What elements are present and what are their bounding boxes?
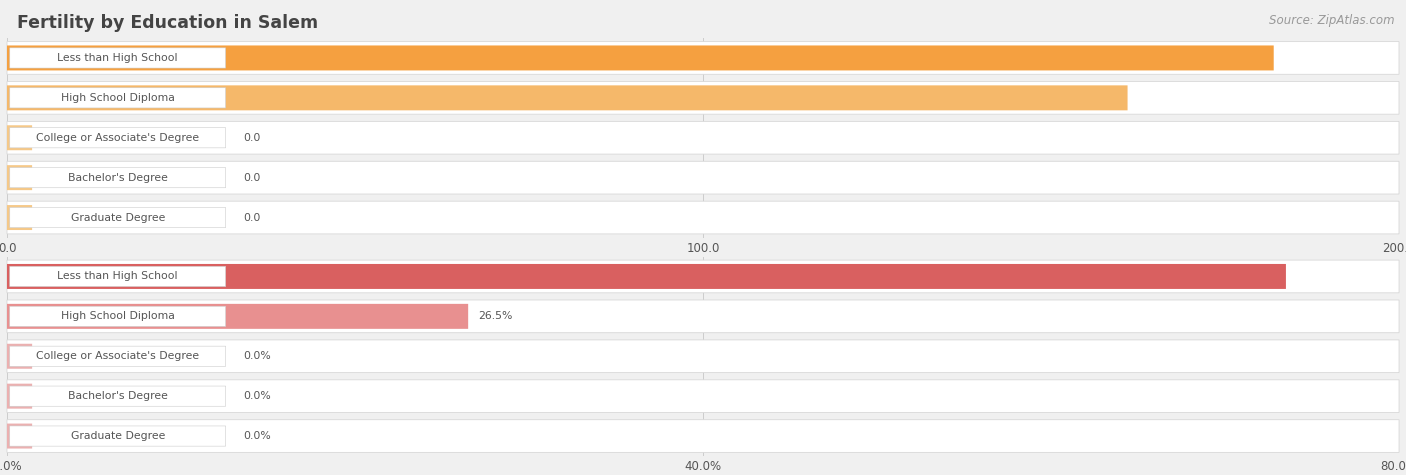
Text: 182.0: 182.0 <box>1284 53 1315 63</box>
FancyBboxPatch shape <box>7 304 468 329</box>
Text: Bachelor's Degree: Bachelor's Degree <box>67 391 167 401</box>
FancyBboxPatch shape <box>7 165 32 190</box>
FancyBboxPatch shape <box>7 205 32 230</box>
FancyBboxPatch shape <box>7 125 32 150</box>
Text: 0.0%: 0.0% <box>243 431 271 441</box>
Text: Fertility by Education in Salem: Fertility by Education in Salem <box>17 14 318 32</box>
FancyBboxPatch shape <box>7 162 1399 194</box>
FancyBboxPatch shape <box>10 128 225 148</box>
FancyBboxPatch shape <box>7 42 1399 74</box>
Text: Less than High School: Less than High School <box>58 53 179 63</box>
FancyBboxPatch shape <box>10 266 225 286</box>
FancyBboxPatch shape <box>10 426 225 446</box>
FancyBboxPatch shape <box>10 386 225 406</box>
Text: 161.0: 161.0 <box>1137 93 1168 103</box>
FancyBboxPatch shape <box>7 420 1399 452</box>
Text: College or Associate's Degree: College or Associate's Degree <box>37 133 200 143</box>
FancyBboxPatch shape <box>7 122 1399 154</box>
Text: High School Diploma: High School Diploma <box>60 311 174 322</box>
Text: Less than High School: Less than High School <box>58 271 179 282</box>
Text: Bachelor's Degree: Bachelor's Degree <box>67 172 167 183</box>
Text: 0.0: 0.0 <box>243 172 262 183</box>
FancyBboxPatch shape <box>7 260 1399 293</box>
FancyBboxPatch shape <box>7 424 32 448</box>
Text: 0.0%: 0.0% <box>243 391 271 401</box>
Text: 0.0: 0.0 <box>243 133 262 143</box>
FancyBboxPatch shape <box>10 88 225 108</box>
FancyBboxPatch shape <box>7 344 32 369</box>
Text: 26.5%: 26.5% <box>478 311 512 322</box>
Text: 73.5%: 73.5% <box>1295 271 1330 282</box>
FancyBboxPatch shape <box>7 82 1399 114</box>
Text: High School Diploma: High School Diploma <box>60 93 174 103</box>
FancyBboxPatch shape <box>10 168 225 188</box>
FancyBboxPatch shape <box>7 201 1399 234</box>
Text: Graduate Degree: Graduate Degree <box>70 212 165 223</box>
Text: College or Associate's Degree: College or Associate's Degree <box>37 351 200 361</box>
FancyBboxPatch shape <box>7 384 32 408</box>
Text: Graduate Degree: Graduate Degree <box>70 431 165 441</box>
Text: 0.0: 0.0 <box>243 212 262 223</box>
Text: 0.0%: 0.0% <box>243 351 271 361</box>
FancyBboxPatch shape <box>10 48 225 68</box>
FancyBboxPatch shape <box>7 264 1286 289</box>
Text: Source: ZipAtlas.com: Source: ZipAtlas.com <box>1270 14 1395 27</box>
FancyBboxPatch shape <box>7 340 1399 372</box>
FancyBboxPatch shape <box>7 380 1399 412</box>
FancyBboxPatch shape <box>10 306 225 326</box>
FancyBboxPatch shape <box>10 208 225 228</box>
FancyBboxPatch shape <box>10 346 225 366</box>
FancyBboxPatch shape <box>7 46 1274 70</box>
FancyBboxPatch shape <box>7 86 1128 110</box>
FancyBboxPatch shape <box>7 300 1399 332</box>
